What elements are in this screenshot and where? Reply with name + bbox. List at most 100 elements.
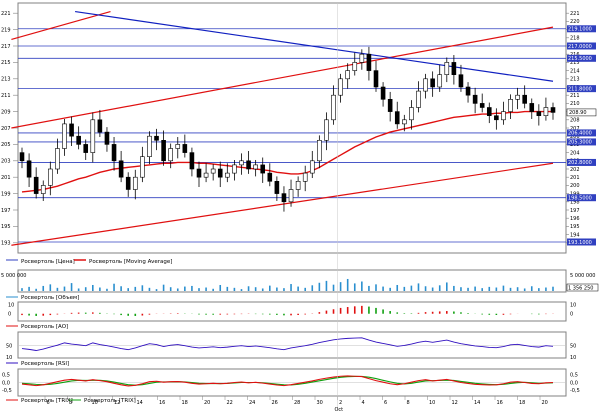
price-ytick-label-left: 203 (1, 159, 11, 165)
ao-ytick-label-left: 0 (8, 312, 11, 318)
x-month-label: Oct (335, 407, 344, 413)
price-candle (515, 94, 520, 100)
volume-last-box (566, 283, 599, 292)
price-candle (472, 94, 478, 104)
price-candle (522, 94, 527, 104)
level-label-box (567, 54, 596, 62)
price-ytick-label-left: 221 (1, 11, 11, 17)
x-tick-label: 16 (497, 400, 503, 406)
legend-ao-label: Росвертоль [AO] (21, 324, 68, 330)
price-candle (536, 111, 542, 116)
level-label-box (567, 42, 596, 50)
x-tick-label: 12 (114, 400, 120, 406)
level-label-box (567, 158, 596, 166)
x-tick-label: 4 (362, 400, 365, 406)
level-label: 219.1000 (568, 27, 592, 33)
trix-ytick-label-left: 0,5 (2, 372, 10, 378)
legend-trix-b-label: Росвертоль [TRIX] (84, 398, 136, 404)
price-candle (203, 172, 209, 178)
x-tick-label: 22 (227, 400, 233, 406)
level-label-box (567, 238, 596, 246)
x-tick-label: 14 (137, 400, 143, 406)
price-ytick-label: 196 (570, 216, 580, 222)
x-tick-label: 20 (204, 400, 210, 406)
level-label-box (567, 194, 596, 202)
level-label-box (567, 129, 596, 137)
x-tick-label: 18 (182, 400, 188, 406)
x-tick-label: 26 (272, 400, 278, 406)
price-candle (281, 193, 287, 203)
price-candle (324, 119, 329, 141)
x-tick-label: 8 (69, 400, 72, 406)
price-candle (366, 53, 372, 71)
price-candle (423, 78, 428, 92)
price-candle (217, 168, 223, 178)
volume-ytick-label: 5 000 000 (570, 273, 595, 279)
rsi-ytick-label-left: 10 (6, 355, 12, 361)
blue-trend-line (75, 10, 554, 82)
price-candle (288, 189, 294, 203)
price-candle (479, 103, 485, 108)
x-tick-label: 10 (429, 400, 435, 406)
ao-legend: Росвертоль [AO] (6, 324, 68, 330)
price-ytick-label: 195 (570, 224, 580, 230)
price-ytick-label-left: 217 (1, 44, 11, 50)
price-candle (458, 74, 464, 88)
price-ytick-label-left: 219 (1, 27, 11, 33)
price-candle (225, 172, 230, 178)
price-candle (274, 181, 280, 194)
price-ytick-label: 208 (570, 118, 580, 124)
price-candle (508, 99, 513, 112)
price-candle (529, 103, 535, 112)
x-tick-label: 14 (474, 400, 480, 406)
rsi-ytick-label: 50 (570, 344, 576, 350)
price-ytick-label: 211 (570, 93, 580, 99)
volume-last-label: 1 356 250 (568, 286, 593, 292)
level-label: 217.0000 (568, 44, 592, 50)
price-candle (161, 140, 166, 162)
trix-ytick-label: 0,5 (570, 372, 578, 378)
trix-ytick-label-left: 0,0 (2, 380, 10, 386)
price-ytick-label-left: 195 (1, 224, 11, 230)
price-candle (494, 115, 499, 121)
price-ytick-label: 215 (570, 60, 580, 66)
price-candle (125, 176, 131, 190)
trix-ytick-label: -0,5 (570, 388, 580, 394)
price-candle (550, 107, 556, 113)
price-candle (239, 160, 244, 166)
price-ytick-label: 198 (570, 200, 580, 206)
x-tick-label: 10 (92, 400, 98, 406)
price-candle (373, 70, 379, 88)
price-ytick-label-left: 197 (1, 208, 11, 214)
rsi-ytick-label-left: 50 (6, 344, 12, 350)
level-label: 206.4000 (568, 131, 592, 137)
last-price-label: 208.90 (569, 110, 587, 116)
trix-legend: Росвертоль [TRIX] Росвертоль [TRIX] (6, 398, 136, 404)
price-ytick-label-left: 199 (1, 191, 11, 197)
trix-line-a (21, 375, 554, 387)
price-candle (33, 176, 39, 194)
price-ytick-label: 200 (570, 183, 580, 189)
price-ytick-label-left: 207 (1, 126, 11, 132)
rsi-ytick-label: 10 (570, 355, 576, 361)
price-candle (295, 181, 301, 190)
level-label: 211.8000 (568, 86, 592, 92)
ao-ytick-label: 10 (570, 303, 576, 309)
x-tick-label: 2 (339, 400, 342, 406)
level-label-box (567, 85, 596, 93)
price-candle (26, 160, 32, 178)
price-candle (246, 160, 251, 170)
volume-panel: 5 000 000 5 000 000 1 356 250 (1, 273, 599, 292)
price-candle (154, 135, 159, 141)
x-tick-label: 6 (47, 400, 50, 406)
moving-average-line (21, 110, 553, 193)
price-candle (19, 152, 25, 162)
price-candle (260, 164, 266, 174)
x-tick-label: 16 (159, 400, 165, 406)
price-ytick-label-left: 209 (1, 109, 11, 115)
price-ytick-label: 202 (570, 167, 580, 173)
price-candle (40, 185, 46, 194)
price-candle (253, 164, 258, 170)
price-candle (416, 90, 421, 108)
